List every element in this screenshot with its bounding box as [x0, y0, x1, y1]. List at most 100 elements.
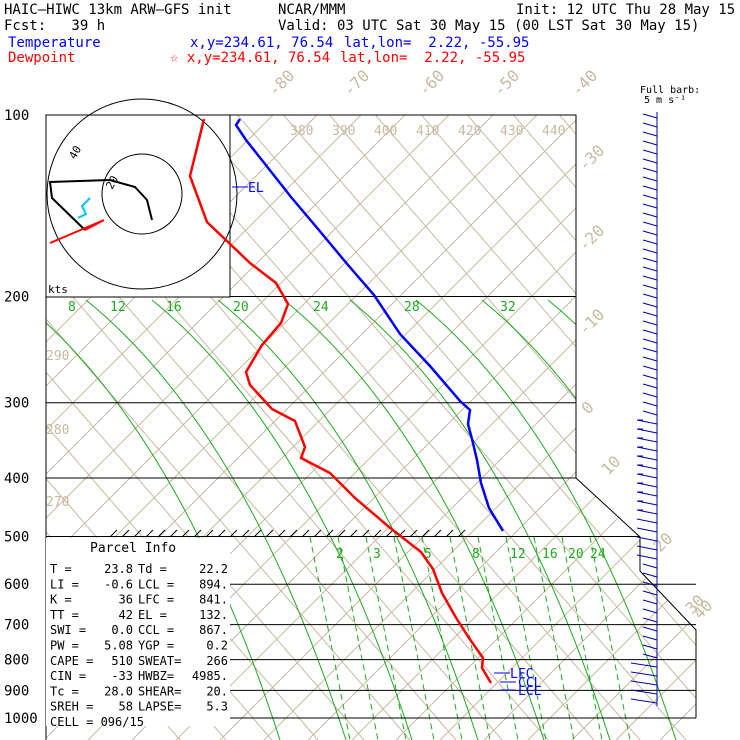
wind-barb: [636, 527, 658, 533]
wind-barb: [642, 383, 658, 389]
isotherm-label: -50: [489, 66, 523, 100]
mixing-ratio-label: 12: [510, 547, 526, 562]
pressure-label: 500: [4, 529, 29, 545]
hatch-mark: [373, 529, 382, 538]
hatch-mark: [337, 529, 346, 538]
hatch-mark: [229, 529, 238, 538]
dry-adiabat-line: [597, 115, 696, 740]
wind-barb: [636, 500, 658, 506]
pressure-label: 1000: [4, 711, 38, 727]
mixing-ratio-label: 24: [590, 547, 606, 562]
ccl-marker: CCL: [518, 676, 542, 691]
parcel-row-label: SHEAR=: [138, 684, 181, 698]
isotherm-line: [46, 115, 609, 740]
plot-frame: [46, 114, 697, 718]
parcel-row-value: 894.: [199, 577, 228, 591]
mixing-ratio-line: [561, 536, 603, 740]
theta-label-left: 270: [46, 495, 69, 510]
isotherm-line: [46, 115, 389, 740]
parcel-row-label: CCL =: [138, 623, 174, 637]
parcel-row-label: Td =: [138, 562, 167, 576]
wind-barb: [636, 482, 658, 488]
theta-label: 400: [374, 124, 397, 139]
wind-barb: [636, 518, 658, 524]
hatch-mark: [457, 529, 466, 538]
wind-barb: [642, 140, 658, 146]
dry-adiabat-line: [137, 115, 696, 740]
wind-barb: [642, 230, 658, 236]
hatch-mark: [289, 529, 298, 538]
isotherm-line: [527, 115, 696, 740]
hatch-mark: [121, 529, 130, 538]
wind-barb: [642, 581, 658, 587]
isotherm-label: -70: [339, 66, 373, 100]
wind-barb: [636, 464, 658, 470]
wind-barb: [642, 167, 658, 173]
barb-legend-units: 5 m s⁻¹: [644, 95, 687, 106]
wind-barb: [642, 644, 658, 650]
isotherm-label: -10: [574, 305, 608, 339]
wind-barb: [642, 590, 658, 596]
wind-barb: [642, 302, 658, 308]
hatch-mark: [253, 529, 262, 538]
dry-adiabat-line: [321, 115, 696, 740]
wind-barb: [642, 293, 658, 299]
isotherm-label: -20: [574, 221, 608, 255]
dry-adiabat-line: [46, 115, 365, 740]
wind-barb: [642, 392, 658, 398]
parcel-row-label: HWBZ=: [138, 669, 174, 683]
wind-barb: [642, 635, 658, 641]
wind-barb: [636, 509, 658, 515]
hatch-mark: [421, 529, 430, 538]
wind-barb: [642, 248, 658, 254]
mixing-ratio-label: 32: [500, 300, 516, 315]
wind-barb: [642, 608, 658, 614]
wind-barb: [642, 149, 658, 155]
legend-dewpoint: Dewpoint: [8, 50, 76, 66]
dry-adiabat-line: [413, 115, 696, 740]
wind-barb: [630, 671, 658, 677]
wind-barb: [642, 203, 658, 209]
wind-barb: [642, 212, 658, 218]
hatch-mark: [349, 529, 358, 538]
wind-barb: [636, 446, 658, 452]
isotherm-label: 10: [597, 452, 624, 479]
hodograph-ring-inner: [101, 153, 183, 235]
wind-barb: [642, 563, 658, 569]
parcel-row-label: LFC =: [138, 593, 174, 607]
isotherm-label: 0: [577, 398, 597, 418]
isotherm-line: [131, 115, 696, 740]
parcel-row-label: LCL =: [138, 577, 174, 591]
wind-barb: [630, 689, 658, 695]
moist-adiabat-curve: [217, 299, 479, 740]
dry-adiabat-line: [183, 115, 696, 740]
parcel-row-label: LI =: [50, 577, 79, 591]
theta-label: 430: [500, 124, 523, 139]
wind-barb: [642, 257, 658, 263]
dewpoint-latlon: lat,lon= 2.22, -55.95: [340, 50, 526, 66]
parcel-row-label: SREH =: [50, 700, 93, 714]
wind-barb: [642, 194, 658, 200]
dry-adiabat-line: [736, 0, 740, 740]
init-time: Init: 12 UTC Thu 28 May 15: [516, 2, 736, 18]
moist-adiabat-curve: [415, 299, 677, 740]
wind-barb: [636, 473, 658, 479]
wind-barb: [630, 680, 658, 686]
dry-adiabat-line: [46, 115, 549, 740]
hodograph-box: [45, 114, 231, 298]
dewpoint-profile: [188, 118, 493, 684]
dry-adiabat-line: [229, 115, 696, 740]
hatch-mark: [385, 529, 394, 538]
mixing-ratio-label: 16: [166, 300, 182, 315]
isotherm-line: [175, 115, 696, 740]
hatch-mark: [313, 529, 322, 538]
wind-barb: [642, 311, 658, 317]
wind-barb: [642, 275, 658, 281]
hodograph-trace-red: [49, 219, 105, 244]
moist-adiabat-curve: [85, 299, 347, 740]
pressure-label: 900: [4, 683, 29, 699]
hatch-mark: [157, 529, 166, 538]
hatch-mark: [301, 529, 310, 538]
dry-adiabat-line: [367, 115, 696, 740]
